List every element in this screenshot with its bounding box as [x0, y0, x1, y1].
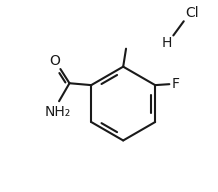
Text: O: O: [50, 54, 61, 68]
Text: Cl: Cl: [185, 6, 199, 20]
Text: NH₂: NH₂: [45, 105, 71, 119]
Text: F: F: [172, 77, 180, 91]
Text: H: H: [162, 36, 172, 50]
